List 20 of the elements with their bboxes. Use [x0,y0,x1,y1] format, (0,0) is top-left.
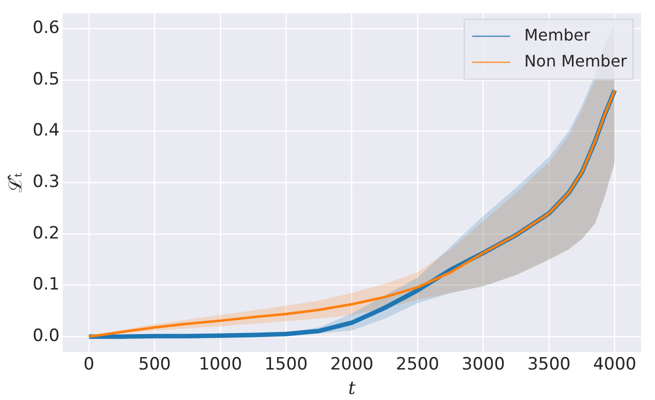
x-tick-label: 2500 [396,354,440,375]
y-tick-label: 0.2 [32,223,60,244]
x-tick-label: 2000 [330,354,374,375]
y-tick-label: 0.1 [32,274,60,295]
legend-label: Non Member [524,51,628,70]
x-tick-label: 1000 [198,354,242,375]
y-tick-label: 0.0 [32,326,60,346]
x-axis-title: t [348,378,356,399]
x-tick-label: 3000 [462,354,505,375]
x-tick-label: 1500 [264,354,308,375]
x-tick-label: 0 [84,354,94,375]
y-tick-label: 0.3 [32,172,60,192]
x-tick-label: 3500 [527,354,571,375]
x-tick-label: 500 [138,354,171,375]
x-tick-label: 4000 [593,354,636,375]
legend-label: Member [524,25,590,44]
y-tick-label: 0.6 [32,18,60,38]
y-tick-label: 0.4 [32,120,60,141]
y-tick-label: 0.5 [32,69,60,90]
y-axis-title: ℒ̂ₜ [5,172,26,192]
